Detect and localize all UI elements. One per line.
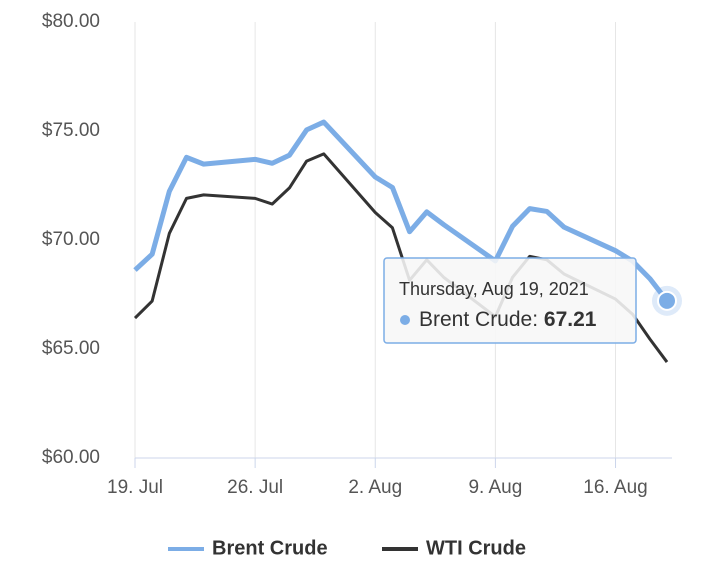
hover-marker [657,290,677,311]
tooltip: Thursday, Aug 19, 2021 Brent Crude: 67.21 [383,257,637,344]
x-tick-label: 16. Aug [583,477,647,498]
x-tick-label: 2. Aug [348,477,402,498]
x-tick-label: 19. Jul [107,477,163,498]
x-tick-label: 9. Aug [468,477,522,498]
tooltip-dot [400,315,410,325]
series-line [133,119,669,303]
x-tick-label: 26. Jul [227,477,283,498]
y-tick-label: $60.00 [42,447,100,468]
legend-label: WTI Crude [426,537,526,559]
tooltip-value: 67.21 [544,308,597,331]
y-tick-label: $65.00 [42,338,100,359]
tooltip-label: Brent Crude: [419,308,538,331]
legend-label: Brent Crude [212,537,328,559]
y-tick-label: $80.00 [42,11,100,32]
tooltip-box [383,257,637,344]
tooltip-date: Thursday, Aug 19, 2021 [399,279,589,299]
tooltip-text: Brent Crude: 67.21 [419,308,597,331]
y-tick-label: $70.00 [42,229,100,250]
y-tick-label: $75.00 [42,120,100,141]
